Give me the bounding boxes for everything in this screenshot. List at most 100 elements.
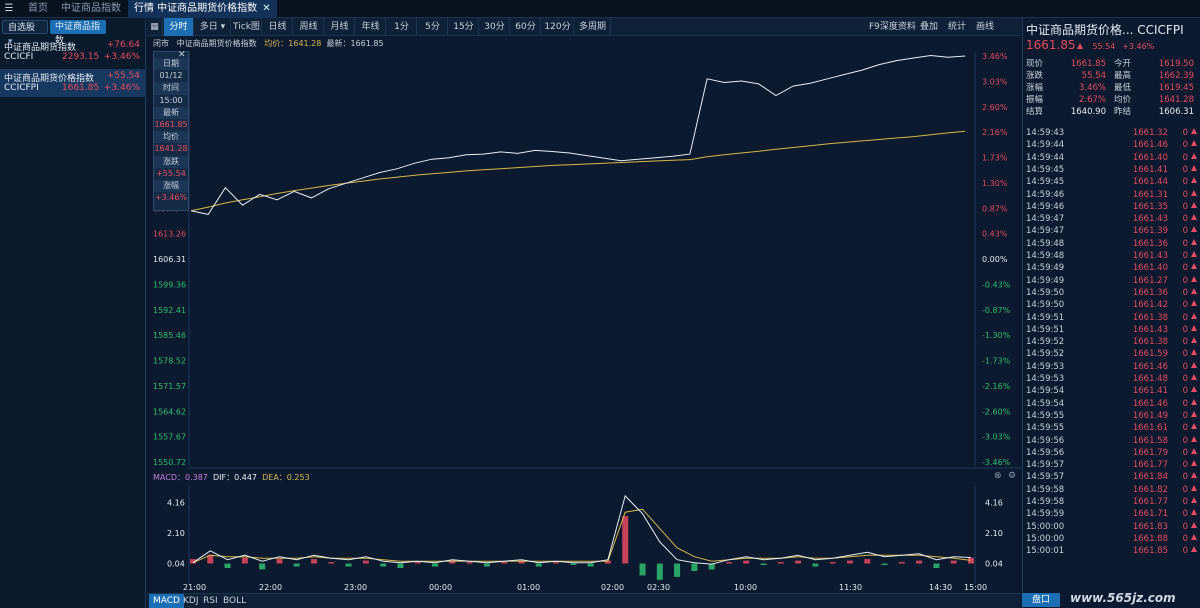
period-button[interactable]: 分时 (164, 18, 194, 36)
menu-icon[interactable]: ☰ (4, 3, 14, 14)
macd-histogram-bar (466, 562, 473, 564)
tick-time: 14:59:48 (1026, 251, 1065, 261)
close-icon[interactable]: ✕ (178, 50, 186, 60)
quote-row: 振幅 2.67% 均价 1641.28 (1026, 94, 1196, 106)
grid-icon[interactable]: ▦ (147, 18, 163, 36)
period-button[interactable]: 1分 (387, 18, 417, 36)
tick-price: 1661.36 (1132, 238, 1168, 249)
intraday-chart[interactable]: 3.46%3.46%3.03%3.03%2.60%2.60%2.16%2.16%… (147, 36, 1021, 608)
tick-price: 1661.43 (1132, 251, 1168, 261)
period-button[interactable]: 周线 (294, 18, 324, 36)
period-button[interactable]: 120分 (542, 18, 574, 36)
y-tick-label: 1564.62 (153, 407, 186, 416)
period-button[interactable]: 年线 (356, 18, 386, 36)
order-book-button[interactable]: 盘口 (1022, 593, 1060, 607)
period-button[interactable]: 多日 ▾ (195, 18, 231, 36)
y-tick-label: 1.73% (982, 154, 1008, 163)
macd-histogram-bar (864, 559, 871, 564)
item-code: CCICFI (4, 52, 34, 62)
y-tick-label: 1550.72 (153, 458, 186, 467)
macd-histogram-bar (397, 563, 404, 568)
tick-row: 14:59:52 1661.38 0 (1026, 337, 1198, 349)
tick-row: 14:59:49 1661.27 0 (1026, 275, 1198, 288)
tick-volume: 0 (1182, 164, 1188, 175)
macd-histogram-bar (760, 563, 767, 566)
list-item-selected[interactable]: 中证商品期货价格指数 +55.54 CCICFPI 1661.85 +3.46% (0, 69, 146, 97)
macd-histogram-bar (656, 563, 663, 580)
chevron-down-icon: ▾ (220, 22, 226, 32)
tick-volume: 0 (1182, 337, 1188, 348)
macd-histogram-bar (414, 562, 421, 564)
tick-time: 14:59:46 (1026, 189, 1065, 200)
tick-price: 1661.38 (1132, 337, 1168, 348)
period-button[interactable]: Tick图 (232, 18, 262, 36)
macd-histogram-bar (535, 563, 542, 567)
quote-label: 均价 (1114, 95, 1132, 105)
price-change: 55.54 (1092, 42, 1116, 51)
tab-macd[interactable]: MACD (149, 594, 184, 608)
tick-price: 1661.38 (1132, 312, 1168, 323)
period-button[interactable]: 15分 (449, 18, 479, 36)
tick-time: 14:59:52 (1026, 349, 1065, 360)
item-pct: +3.46% (103, 83, 140, 93)
gear-icon[interactable]: ⚙ (1008, 471, 1017, 481)
tick-row: 14:59:47 1661.39 0 (1026, 226, 1198, 238)
macd-histogram-bar (916, 560, 923, 564)
filter-index-button[interactable]: 中证商品指数 (50, 20, 106, 46)
draw-button[interactable]: 画线 (976, 22, 995, 32)
period-button[interactable]: 月线 (325, 18, 355, 36)
period-button[interactable]: 多周期 (575, 18, 611, 36)
quote-label: 现价 (1026, 59, 1044, 69)
macd-tick-label: 4.16 (985, 498, 1003, 507)
x-tick-label: 22:00 (259, 583, 282, 592)
tick-price: 1661.77 (1132, 497, 1168, 507)
tick-volume: 0 (1182, 312, 1188, 323)
macd-histogram-bar (432, 563, 439, 567)
tab-index[interactable]: 中证商品指数 (55, 0, 127, 18)
market-status: 闭市 (153, 39, 169, 48)
tick-time: 14:59:49 (1026, 263, 1065, 274)
tick-price: 1661.43 (1132, 324, 1168, 335)
tick-row: 14:59:53 1661.46 0 (1026, 361, 1198, 374)
tab-kdj[interactable]: KDJ (183, 596, 199, 606)
period-button[interactable]: 5分 (418, 18, 448, 36)
close-icon[interactable]: ⊗ (994, 471, 1002, 481)
tick-price: 1661.40 (1132, 152, 1168, 163)
tab-boll[interactable]: BOLL (223, 596, 247, 606)
f9-button[interactable]: F9深度资料 (869, 22, 916, 32)
tick-row: 14:59:45 1661.44 0 (1026, 177, 1198, 189)
tick-row: 14:59:50 1661.42 0 (1026, 300, 1198, 312)
tick-volume: 0 (1182, 324, 1188, 335)
tab-home[interactable]: 首页 (22, 0, 54, 18)
tab-quote[interactable]: 行情 中证商品期货价格指数 ✕ (128, 0, 277, 18)
period-button[interactable]: 60分 (511, 18, 541, 36)
period-button[interactable]: 日线 (263, 18, 293, 36)
tick-row: 14:59:48 1661.36 0 (1026, 238, 1198, 251)
macd-histogram-bar (933, 563, 940, 568)
quote-row: 涨幅 3.46% 最低 1619.45 (1026, 82, 1196, 94)
tick-price: 1661.39 (1132, 226, 1168, 237)
tick-time: 14:59:45 (1026, 177, 1065, 188)
close-icon[interactable]: ✕ (262, 3, 271, 14)
tick-row: 14:59:46 1661.31 0 (1026, 189, 1198, 202)
stats-button[interactable]: 统计 (948, 22, 967, 32)
chart-area[interactable]: 3.46%3.46%3.03%3.03%2.60%2.60%2.16%2.16%… (147, 36, 1021, 608)
tick-volume: 0 (1182, 287, 1188, 298)
tick-time: 14:59:56 (1026, 435, 1065, 446)
watchlist-dropdown[interactable]: 自选股 ▾ (2, 20, 48, 47)
dif-line (192, 494, 972, 565)
tick-price: 1661.46 (1132, 140, 1168, 151)
tooltip-value: 15:00 (159, 95, 183, 105)
tick-time: 14:59:50 (1026, 287, 1065, 298)
tab-rsi[interactable]: RSI (203, 596, 218, 606)
period-button[interactable]: 30分 (480, 18, 510, 36)
tooltip-label: 涨幅 (154, 179, 188, 193)
tooltip-label: 涨跌 (154, 155, 188, 168)
y-tick-label: 2.16% (982, 128, 1008, 137)
tick-time: 14:59:44 (1026, 152, 1065, 163)
macd-histogram-bar (587, 563, 594, 567)
list-item[interactable]: 中证商品期货指数 +76.64 CCICFI 2293.15 +3.46% (0, 38, 146, 66)
overlay-button[interactable]: 叠加 (920, 22, 939, 32)
tick-row: 14:59:55 1661.61 0 (1026, 423, 1198, 435)
tick-price: 1661.35 (1132, 201, 1168, 212)
